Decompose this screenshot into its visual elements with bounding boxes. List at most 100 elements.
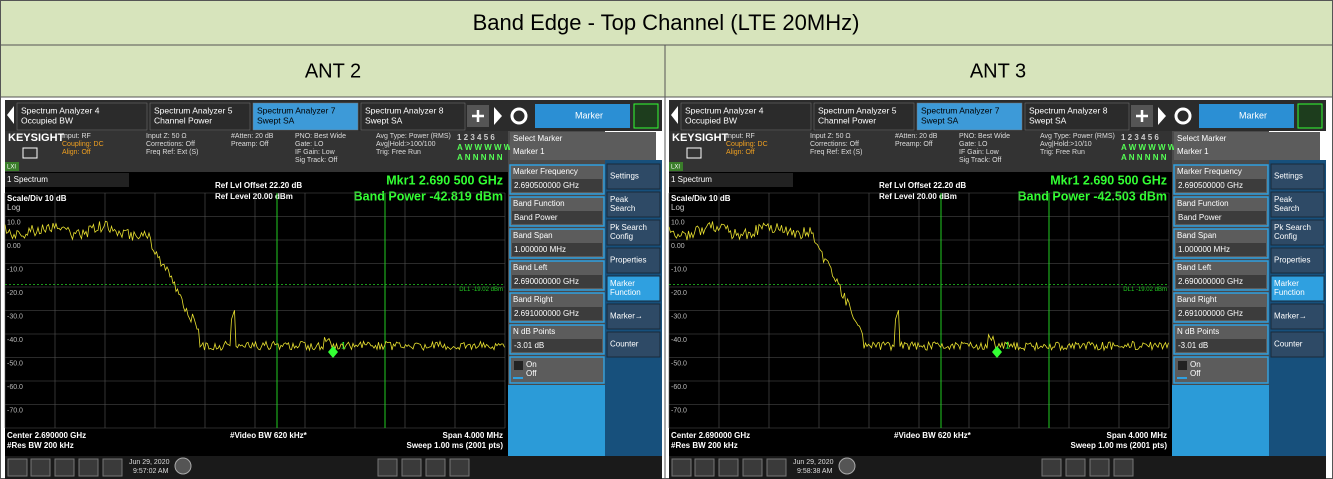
menu-button-label: Marker bbox=[610, 279, 635, 288]
menu-button[interactable] bbox=[1270, 191, 1325, 218]
softkey-value: -3.01 dB bbox=[1178, 341, 1208, 350]
tab-arrow[interactable] bbox=[671, 106, 678, 124]
footer-res-bw: #Res BW 200 kHz bbox=[671, 441, 738, 450]
tab[interactable] bbox=[16, 102, 148, 131]
select-marker-box[interactable] bbox=[510, 132, 656, 160]
menu-button[interactable] bbox=[1270, 331, 1325, 358]
tab-label: Swept SA bbox=[365, 115, 403, 125]
taskbar bbox=[669, 456, 1326, 479]
tab[interactable] bbox=[360, 102, 466, 131]
tab[interactable] bbox=[149, 102, 251, 131]
menu-button[interactable] bbox=[606, 191, 661, 218]
setting-text: Input: RF bbox=[62, 133, 91, 140]
tab[interactable] bbox=[813, 102, 915, 131]
menu-button-label: Marker bbox=[1274, 279, 1299, 288]
folder-button[interactable] bbox=[78, 458, 99, 477]
settings-icon[interactable] bbox=[510, 107, 528, 125]
windows-button[interactable] bbox=[7, 458, 28, 477]
setting-text: PNO: Best Wide bbox=[295, 133, 346, 140]
setting-text: IF Gain: Low bbox=[295, 149, 336, 156]
help-button[interactable] bbox=[102, 458, 123, 477]
window-button[interactable] bbox=[1089, 458, 1110, 477]
menu-button[interactable] bbox=[1270, 275, 1325, 302]
tab-label: Spectrum Analyzer 4 bbox=[21, 105, 100, 115]
mode-menu[interactable] bbox=[535, 104, 630, 128]
undo-button[interactable] bbox=[30, 458, 51, 477]
undo-button[interactable] bbox=[694, 458, 715, 477]
menu-button[interactable] bbox=[606, 247, 661, 274]
trace-indicator: A N N N N N bbox=[457, 153, 503, 162]
menu-button[interactable] bbox=[606, 303, 661, 330]
touch-button[interactable] bbox=[401, 458, 422, 477]
footer-video-bw: #Video BW 620 kHz* bbox=[894, 431, 972, 440]
lxi-badge bbox=[669, 162, 683, 171]
footer-center: Center 2.690000 GHz bbox=[671, 431, 750, 440]
menu-button-label: Function bbox=[1274, 288, 1305, 297]
setting-text: Avg Type: Power (RMS) bbox=[376, 133, 451, 140]
maximize-button[interactable] bbox=[1113, 458, 1134, 477]
marker-diamond bbox=[992, 346, 1002, 358]
keypad-button[interactable] bbox=[377, 458, 398, 477]
window-dropdown[interactable] bbox=[5, 173, 129, 187]
menu-button[interactable] bbox=[606, 219, 661, 246]
band-power: Band Power -42.819 dBm bbox=[354, 189, 503, 203]
setting-text: Preamp: Off bbox=[231, 141, 269, 148]
tab-label: Swept SA bbox=[921, 115, 959, 125]
footer-sweep: Sweep 1.00 ms (2001 pts) bbox=[1071, 441, 1168, 450]
window-dropdown[interactable] bbox=[669, 173, 793, 187]
menu-button-label: Search bbox=[610, 204, 635, 213]
scale-label: Scale/Div 10 dB bbox=[671, 194, 731, 203]
tab-arrow[interactable] bbox=[7, 106, 14, 124]
tab[interactable] bbox=[1024, 102, 1130, 131]
window-label: 1 Spectrum bbox=[7, 175, 48, 184]
notification-icon[interactable] bbox=[174, 457, 192, 475]
softkey-panel-fill bbox=[1172, 385, 1269, 456]
menu-button[interactable] bbox=[606, 275, 661, 302]
softkey-value: 2.690500000 GHz bbox=[514, 181, 579, 190]
y-axis-label: -20.0 bbox=[7, 290, 23, 297]
mode-menu[interactable] bbox=[1199, 104, 1294, 128]
settings-icon[interactable] bbox=[1174, 107, 1192, 125]
menu-button-label: Pk Search bbox=[610, 223, 647, 232]
tab[interactable] bbox=[916, 102, 1023, 131]
menu-button[interactable] bbox=[1270, 163, 1325, 190]
toggle-option: Off bbox=[1190, 369, 1201, 378]
notification-icon[interactable] bbox=[838, 457, 856, 475]
menu-button[interactable] bbox=[606, 163, 661, 190]
keypad-button[interactable] bbox=[1041, 458, 1062, 477]
menu-button[interactable] bbox=[1270, 303, 1325, 330]
next-arrow[interactable] bbox=[1158, 107, 1166, 125]
y-axis-label: -40.0 bbox=[671, 337, 687, 344]
help-button[interactable] bbox=[766, 458, 787, 477]
redo-button[interactable] bbox=[54, 458, 75, 477]
toggle-box[interactable] bbox=[509, 356, 605, 384]
tab[interactable] bbox=[680, 102, 812, 131]
taskbar-date: Jun 29, 2020 bbox=[129, 459, 170, 466]
y-axis-label: -10.0 bbox=[671, 266, 687, 273]
window-button[interactable] bbox=[425, 458, 446, 477]
info-bar bbox=[669, 131, 1172, 172]
trace bbox=[4, 220, 505, 352]
menu-button[interactable] bbox=[1270, 247, 1325, 274]
menu-button-label: Config bbox=[610, 232, 633, 241]
setting-text: IF Gain: Low bbox=[959, 149, 1000, 156]
softkey-label: Marker Frequency bbox=[513, 167, 578, 176]
maximize-button[interactable] bbox=[449, 458, 470, 477]
menu-button[interactable] bbox=[606, 331, 661, 358]
next-arrow[interactable] bbox=[494, 107, 502, 125]
softkey-value-field bbox=[512, 243, 602, 256]
tab[interactable] bbox=[252, 102, 359, 131]
softkey-value: 2.690000000 GHz bbox=[1178, 277, 1243, 286]
menu-button[interactable] bbox=[1270, 219, 1325, 246]
setting-text: Input Z: 50 Ω bbox=[810, 133, 851, 140]
toggle-box[interactable] bbox=[1173, 356, 1269, 384]
redo-button[interactable] bbox=[718, 458, 739, 477]
touch-button[interactable] bbox=[1065, 458, 1086, 477]
y-axis-label: -30.0 bbox=[671, 313, 687, 320]
softkey-value-field bbox=[1176, 243, 1266, 256]
display-line-label: DL1 -19.02 dBm bbox=[459, 287, 503, 293]
select-marker-box[interactable] bbox=[1174, 132, 1320, 160]
folder-button[interactable] bbox=[742, 458, 763, 477]
windows-button[interactable] bbox=[671, 458, 692, 477]
